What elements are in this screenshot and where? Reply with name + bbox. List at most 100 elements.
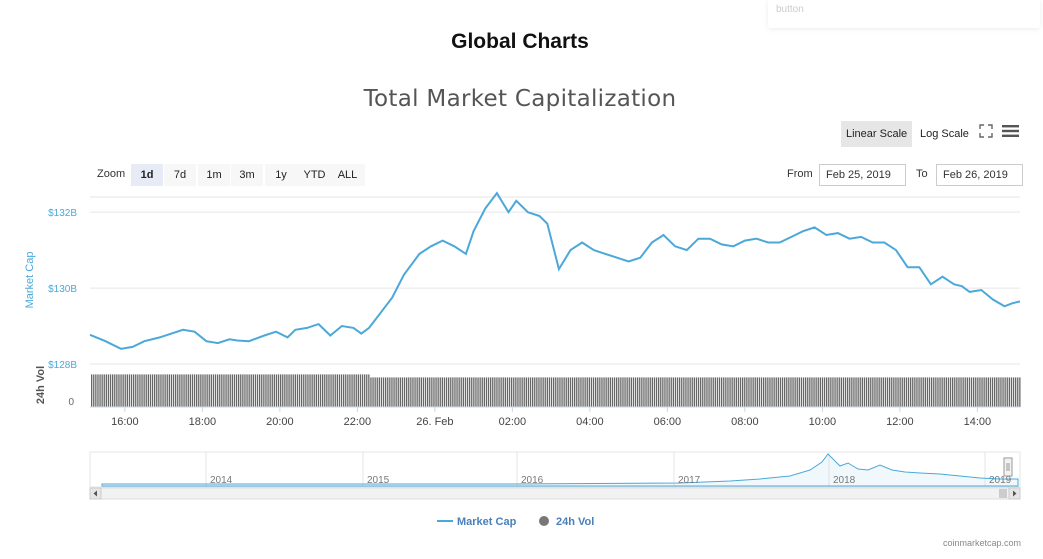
scrollbar-thumb[interactable] xyxy=(999,489,1007,498)
volume-bar xyxy=(702,377,704,407)
volume-bar xyxy=(815,377,817,407)
volume-bar xyxy=(691,377,693,407)
volume-bar xyxy=(819,377,821,407)
volume-bar xyxy=(653,377,656,407)
volume-bar xyxy=(954,377,956,407)
volume-bar xyxy=(876,377,878,407)
y-axis-label: Market Cap xyxy=(24,252,36,309)
volume-bar xyxy=(674,377,677,407)
volume-bar xyxy=(905,377,908,407)
volume-bar xyxy=(624,377,626,407)
volume-bar xyxy=(301,374,303,407)
volume-bar xyxy=(330,374,332,407)
to-date-input[interactable]: Feb 26, 2019 xyxy=(936,164,1023,186)
volume-bar xyxy=(267,374,269,407)
volume-bar xyxy=(928,377,931,407)
volume-bar xyxy=(977,377,979,407)
menu-icon[interactable] xyxy=(1002,124,1019,143)
volume-bar xyxy=(676,377,679,407)
volume-bar xyxy=(200,374,202,407)
volume-bar xyxy=(311,374,313,407)
zoom-7d-button[interactable]: 7d xyxy=(164,164,196,186)
legend-label-market-cap: Market Cap xyxy=(457,516,517,528)
volume-bar xyxy=(462,377,464,407)
volume-bar xyxy=(175,374,177,407)
zoom-1m-button[interactable]: 1m xyxy=(198,164,230,186)
volume-bar xyxy=(452,377,454,407)
volume-bar xyxy=(542,377,544,407)
volume-bar xyxy=(847,377,849,407)
zoom-ytd-button[interactable]: YTD xyxy=(297,164,332,186)
volume-bar xyxy=(498,377,500,407)
volume-bar xyxy=(983,377,985,407)
volume-bar xyxy=(349,374,351,407)
zoom-1y-button[interactable]: 1y xyxy=(265,164,297,186)
linear-scale-button[interactable]: Linear Scale xyxy=(841,121,913,147)
volume-bar xyxy=(303,374,305,407)
volume-bar xyxy=(912,377,914,407)
volume-bar xyxy=(313,374,315,407)
volume-bar xyxy=(874,377,876,407)
volume-bar xyxy=(107,374,110,407)
volume-bar xyxy=(246,374,248,407)
volume-bar xyxy=(790,377,792,407)
legend-item-24h-vol[interactable]: 24h Vol xyxy=(539,516,594,528)
zoom-1d-button[interactable]: 1d xyxy=(131,164,163,186)
volume-bar xyxy=(393,377,395,407)
volume-bar xyxy=(431,377,433,407)
volume-bar xyxy=(464,377,467,407)
volume-bar xyxy=(826,377,828,407)
volume-bar xyxy=(769,377,771,407)
fullscreen-icon[interactable] xyxy=(979,124,993,143)
from-date-input[interactable]: Feb 25, 2019 xyxy=(819,164,906,186)
log-scale-button[interactable]: Log Scale xyxy=(920,128,969,140)
volume-bar xyxy=(918,377,920,407)
volume-bar xyxy=(889,377,891,407)
volume-bar xyxy=(502,377,504,407)
zoom-3m-button[interactable]: 3m xyxy=(231,164,263,186)
volume-bar xyxy=(786,377,788,407)
legend: Market Cap 24h Vol xyxy=(437,516,594,528)
volume-bar xyxy=(544,377,546,407)
volume-bar xyxy=(204,374,206,407)
volume-bar xyxy=(767,377,769,407)
volume-bar xyxy=(275,374,278,407)
credit-link[interactable]: coinmarketcap.com xyxy=(942,538,1021,548)
volume-bar xyxy=(193,374,196,407)
volume-bar xyxy=(588,377,590,407)
volume-bar xyxy=(416,377,418,407)
volume-bar xyxy=(128,374,131,407)
x-tick-label: 08:00 xyxy=(731,416,759,428)
navigator-handle[interactable] xyxy=(1003,457,1013,477)
volume-bar xyxy=(687,377,689,407)
volume-bar xyxy=(973,377,975,407)
volume-bar xyxy=(143,374,145,407)
volume-bar xyxy=(794,377,796,407)
volume-bar xyxy=(410,377,412,407)
volume-bar xyxy=(712,377,714,407)
navigator[interactable]: 2014 2015 2016 2017 2018 2019 xyxy=(89,451,1021,488)
volume-bar xyxy=(870,377,872,407)
volume-bar xyxy=(298,374,301,407)
volume-bar xyxy=(836,377,838,407)
navigator-scrollbar[interactable] xyxy=(89,487,1021,500)
volume-bar xyxy=(924,377,926,407)
volume-bar xyxy=(744,377,746,407)
volume-bar xyxy=(834,377,836,407)
volume-bar xyxy=(519,377,521,407)
volume-bar xyxy=(975,377,977,407)
x-tick-label: 14:00 xyxy=(964,416,992,428)
volume-bar xyxy=(263,374,265,407)
volume-bar xyxy=(872,377,874,407)
navigator-year-label: 2014 xyxy=(210,475,233,486)
volume-bar xyxy=(714,377,716,407)
volume-bar xyxy=(893,377,895,407)
volume-bar xyxy=(443,377,446,407)
volume-bar xyxy=(630,377,632,407)
volume-bar xyxy=(823,377,826,407)
legend-item-market-cap[interactable]: Market Cap xyxy=(437,516,517,528)
volume-bar xyxy=(196,374,198,407)
volume-bar xyxy=(504,377,506,407)
volume-bar xyxy=(821,377,824,407)
zoom-all-button[interactable]: ALL xyxy=(330,164,365,186)
